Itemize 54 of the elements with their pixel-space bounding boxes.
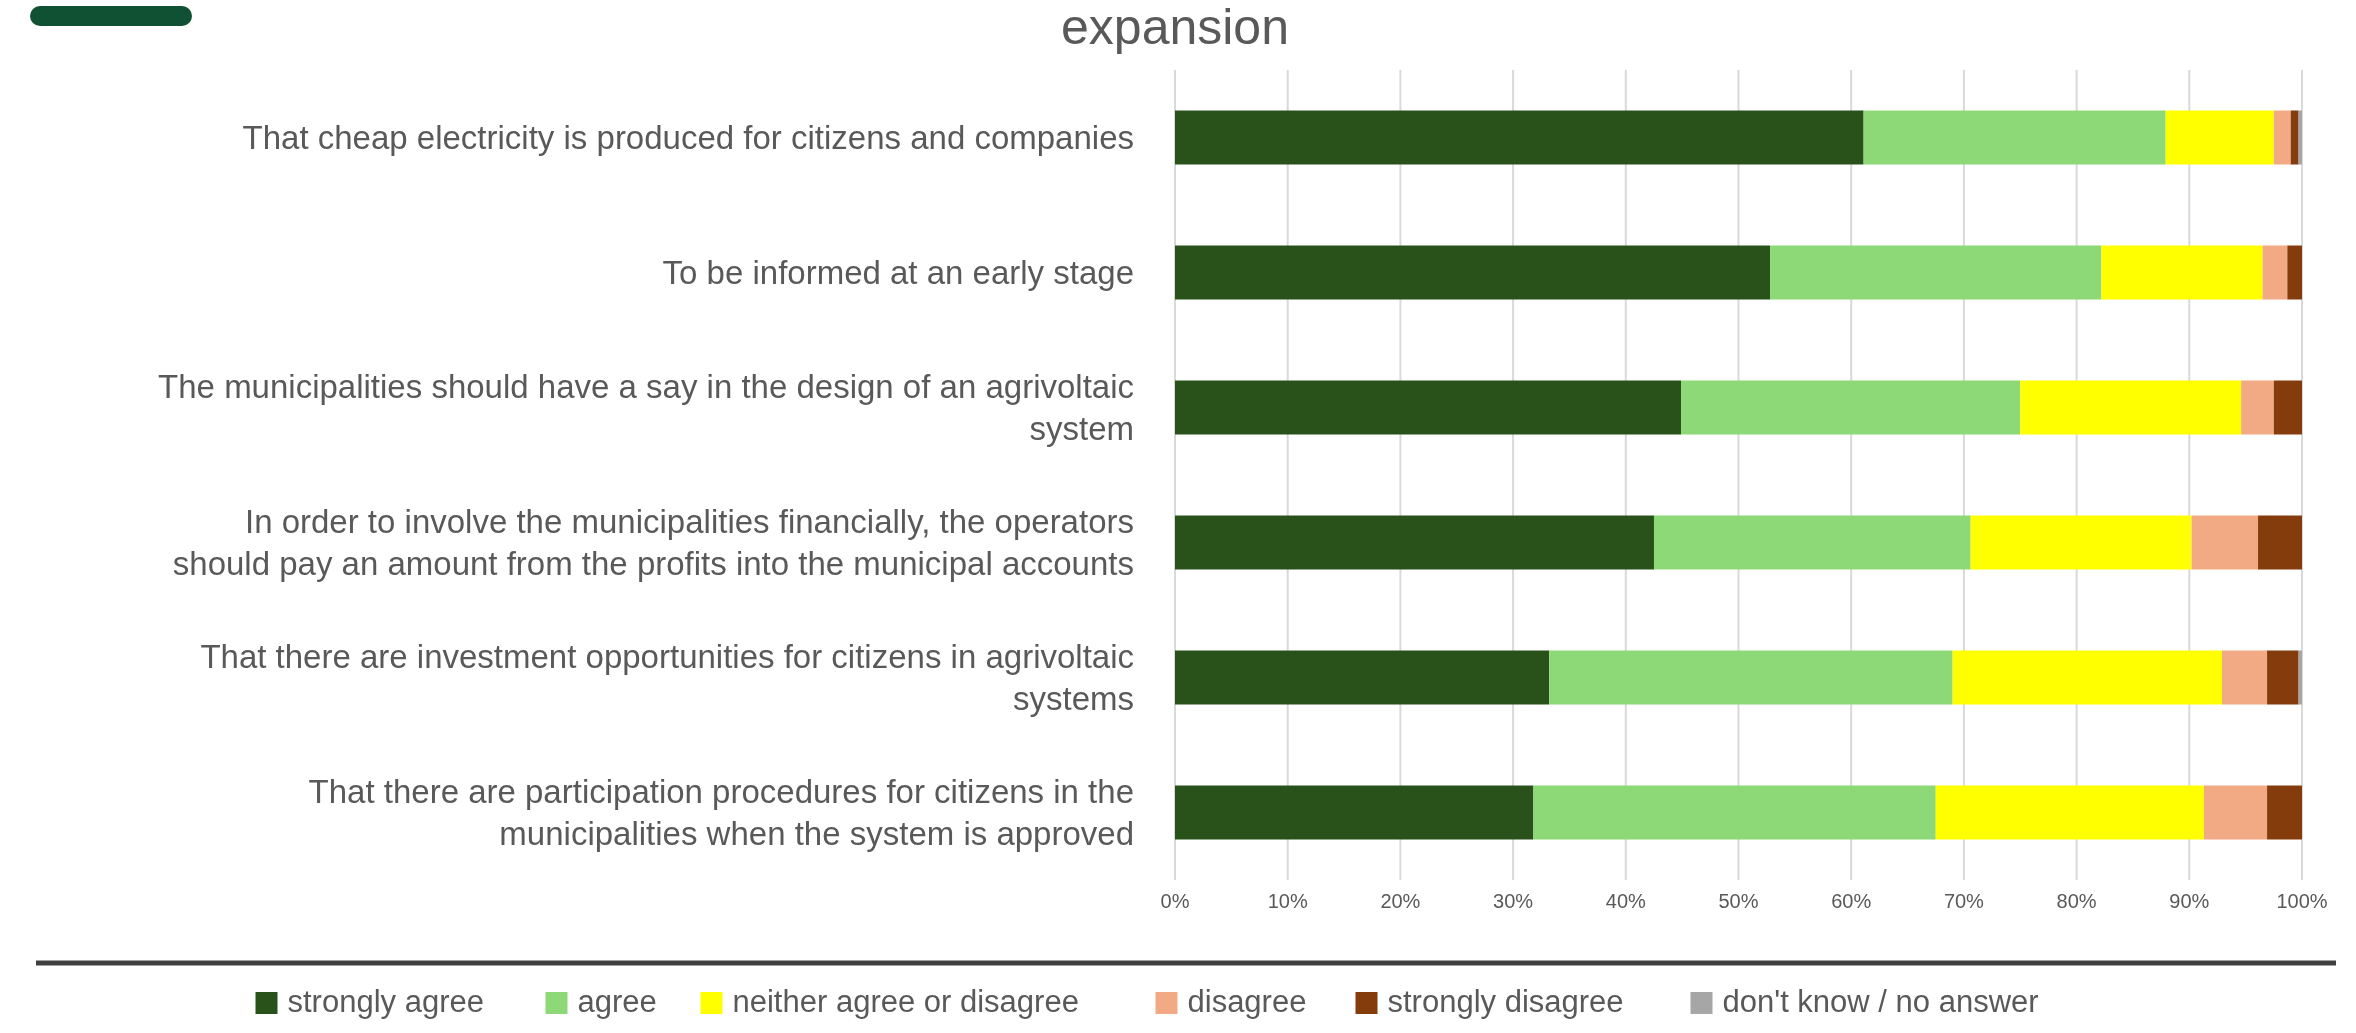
y-tick-label: The municipalities should have a say in the design of an agrivoltaic system bbox=[158, 367, 1134, 447]
bar bbox=[2287, 245, 2302, 300]
bar bbox=[2262, 245, 2288, 300]
bar bbox=[1770, 245, 2102, 300]
bar bbox=[2203, 785, 2268, 840]
bar bbox=[2165, 110, 2274, 165]
x-tick-label: 0% bbox=[1160, 890, 1190, 912]
chart-title: expansion bbox=[1061, 0, 1289, 55]
y-tick-label: That there are investment opportunities for citizens in agrivoltaic systems bbox=[200, 637, 1134, 717]
legend-label: agree bbox=[577, 984, 657, 1019]
x-tick-label: 50% bbox=[1718, 890, 1759, 912]
bar bbox=[1952, 650, 2222, 705]
bar bbox=[2191, 515, 2259, 570]
legend-label: disagree bbox=[1187, 984, 1307, 1019]
bar bbox=[1681, 380, 2021, 435]
y-tick-label: In order to involve the municipalities financially, the operators should pay an amount from the profits into the municipal accounts bbox=[172, 502, 1134, 582]
y-tick-label: To be informed at an early stage bbox=[662, 253, 1134, 291]
legend-label: strongly disagree bbox=[1387, 984, 1624, 1019]
x-tick-label: 80% bbox=[2056, 890, 2097, 912]
legend-label: strongly agree bbox=[287, 984, 484, 1019]
bar bbox=[1175, 650, 1550, 705]
bar bbox=[1970, 515, 2192, 570]
y-tick-label: That there are participation procedures for citizens in the municipalities when the system is approved bbox=[308, 772, 1134, 852]
y-tick-label: That cheap electricity is produced for citizens and companies bbox=[242, 118, 1134, 156]
bar bbox=[1175, 515, 1654, 570]
bar bbox=[2290, 110, 2299, 165]
bar bbox=[2221, 650, 2268, 705]
bar bbox=[1549, 650, 1953, 705]
bar bbox=[2258, 515, 2302, 570]
x-tick-label: 100% bbox=[2276, 890, 2328, 912]
bar bbox=[2273, 380, 2302, 435]
x-tick-label: 70% bbox=[1943, 890, 1985, 912]
bar bbox=[2101, 245, 2263, 300]
x-tick-label: 30% bbox=[1493, 890, 1534, 912]
x-tick-label: 40% bbox=[1605, 890, 1647, 912]
bar bbox=[1175, 110, 1864, 165]
x-tick-label: 10% bbox=[1267, 890, 1308, 912]
bar bbox=[1935, 785, 2204, 840]
x-tick-label: 20% bbox=[1380, 890, 1421, 912]
legend-label: don't know / no answer bbox=[1722, 984, 2039, 1019]
bar bbox=[1175, 380, 1682, 435]
bar bbox=[2020, 380, 2242, 435]
bar bbox=[2241, 380, 2274, 435]
bar bbox=[1175, 785, 1534, 840]
bar bbox=[1533, 785, 1936, 840]
bar bbox=[2273, 110, 2291, 165]
bar bbox=[1653, 515, 1971, 570]
bar bbox=[2267, 785, 2302, 840]
x-tick-label: 90% bbox=[2169, 890, 2210, 912]
bar bbox=[2267, 650, 2299, 705]
bar bbox=[1863, 110, 2166, 165]
x-tick-label: 60% bbox=[1831, 890, 1872, 912]
legend-label: neither agree or disagree bbox=[732, 984, 1079, 1019]
bar bbox=[1175, 245, 1771, 300]
